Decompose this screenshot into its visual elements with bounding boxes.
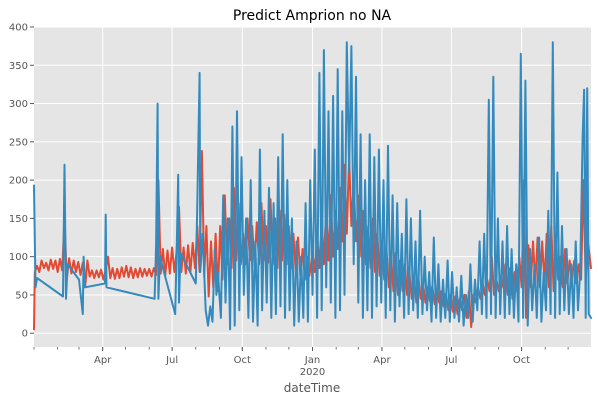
y-tick-label: 0 [22,329,28,340]
x-tick-label: Oct [234,355,251,366]
series-line-2 [33,41,592,331]
y-tick-label: 200 [9,176,28,187]
y-tick-label: 100 [9,252,28,263]
x-tick-label: Jul [444,355,457,366]
x-axis-label: dateTime [284,381,340,395]
x-tick-label: Apr [373,355,391,366]
y-tick-label: 50 [15,290,28,301]
y-tick-label: 400 [9,23,28,34]
series-layer [33,41,592,331]
x-tick-label: Oct [513,355,530,366]
y-axis: 0 50 100 150 200 250 300 350 400 [9,23,34,340]
y-tick-label: 150 [9,214,28,225]
y-tick-label: 300 [9,99,28,110]
y-tick-label: 350 [9,61,28,72]
x-tick-label: Jan [304,355,320,366]
x-tick-label: Jul [165,355,178,366]
y-tick-label: 250 [9,137,28,148]
x-tick-year-label: 2020 [300,367,325,378]
chart-title: Predict Amprion no NA [233,8,392,24]
x-tick-label: Apr [94,355,112,366]
